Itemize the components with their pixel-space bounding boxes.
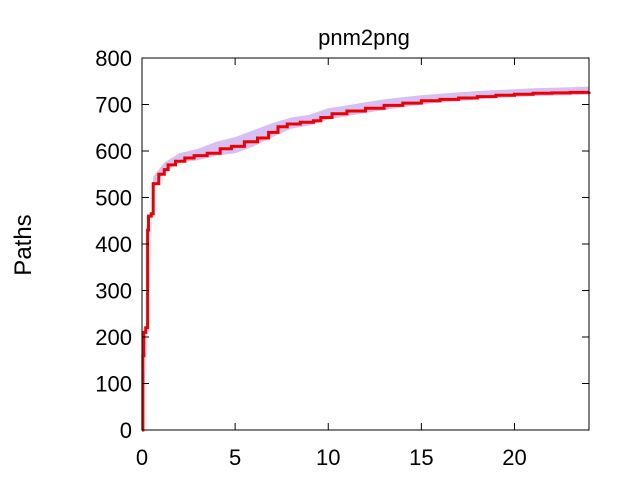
y-tick-label: 800	[95, 46, 132, 71]
series-line-layer	[141, 90, 591, 432]
y-tick-label: 0	[120, 418, 132, 443]
y-tick-label: 300	[95, 279, 132, 304]
y-tick-label: 400	[95, 232, 132, 257]
series-0-band	[142, 86, 589, 431]
x-tick-label: 10	[316, 445, 340, 470]
x-tick-label: 20	[502, 445, 526, 470]
tick-layer: 0 100 200 300 400 500 600 700 800 0 5 10 15 20	[95, 46, 589, 470]
confidence-band-layer	[142, 86, 589, 431]
y-tick-label: 200	[95, 325, 132, 350]
y-tick-label: 600	[95, 139, 132, 164]
chart-title: pnm2png	[318, 25, 410, 50]
x-tick-label: 0	[136, 445, 148, 470]
x-tick-label: 5	[229, 445, 241, 470]
y-axis-label: Paths	[10, 214, 37, 275]
plot-frame	[141, 57, 590, 431]
y-tick-label: 700	[95, 93, 132, 118]
x-tick-label: 15	[409, 445, 433, 470]
y-tick-label: 100	[95, 372, 132, 397]
series-0-line	[141, 90, 591, 432]
y-tick-label: 500	[95, 186, 132, 211]
